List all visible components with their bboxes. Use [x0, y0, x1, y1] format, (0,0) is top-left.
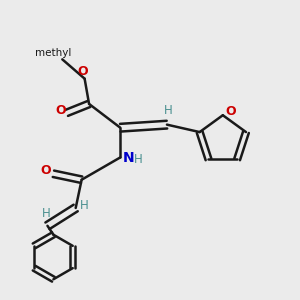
Text: O: O — [55, 104, 66, 117]
Text: O: O — [78, 65, 88, 78]
Text: methyl: methyl — [34, 48, 71, 59]
Text: O: O — [225, 105, 236, 118]
Text: H: H — [80, 199, 89, 212]
Text: H: H — [164, 104, 173, 117]
Text: H: H — [42, 207, 50, 220]
Text: O: O — [41, 164, 51, 177]
Text: N: N — [123, 151, 134, 165]
Text: H: H — [134, 153, 143, 166]
